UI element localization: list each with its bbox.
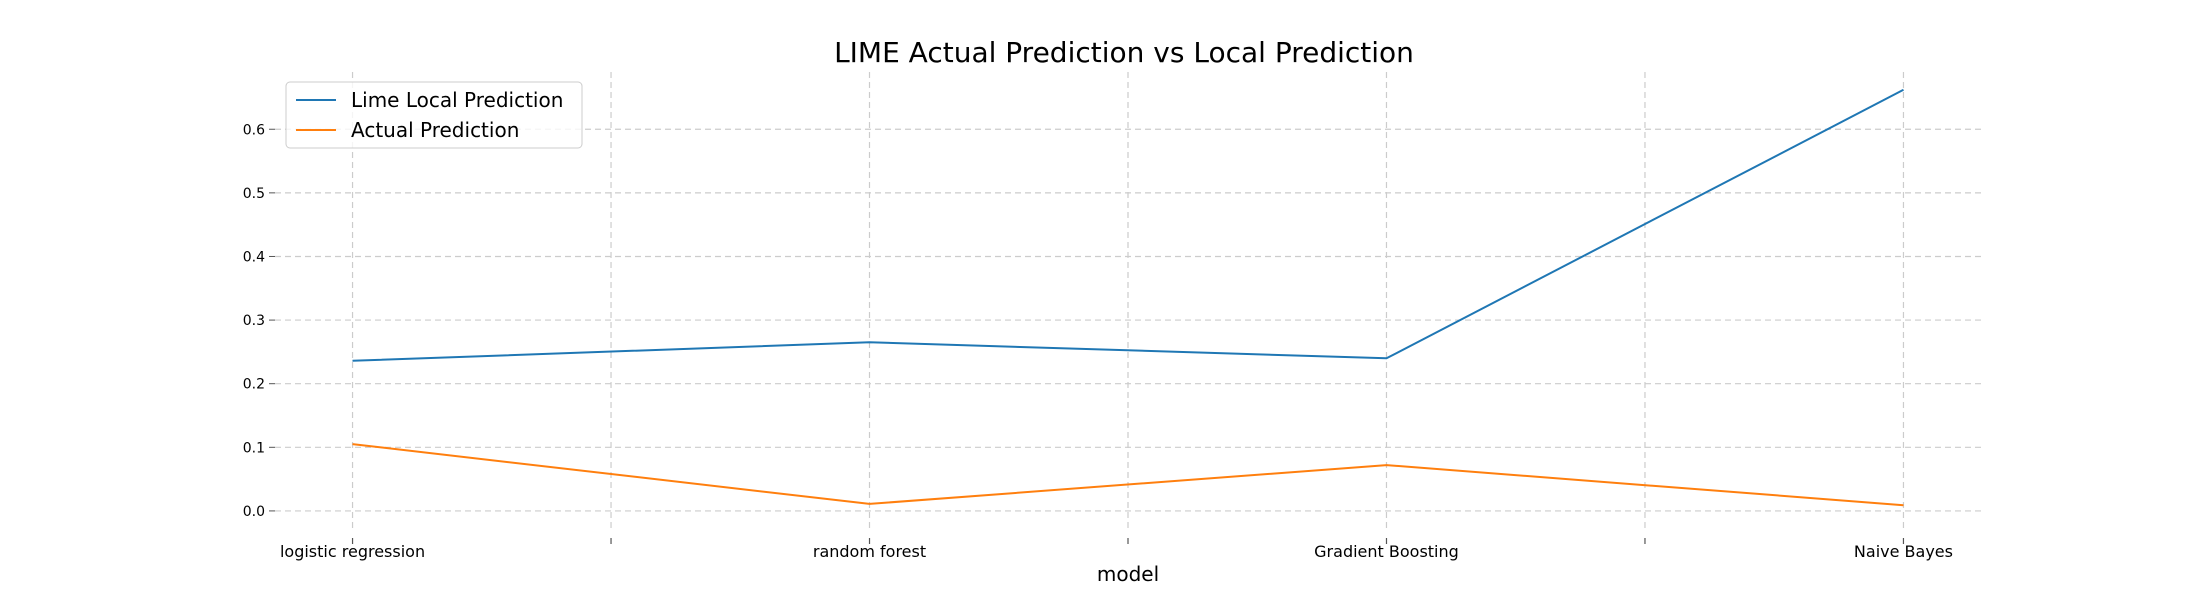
legend-frame bbox=[285, 81, 583, 149]
series-lines bbox=[352, 88, 1904, 507]
series-line-actual-prediction bbox=[352, 443, 1904, 507]
series-line-lime-local-prediction bbox=[352, 88, 1904, 362]
chart-title: LIME Actual Prediction vs Local Predicti… bbox=[834, 36, 1414, 69]
x-tick-label: logistic regression bbox=[280, 542, 425, 561]
y-tick-label: 0.3 bbox=[243, 313, 265, 329]
y-tick-label: 0.0 bbox=[243, 504, 265, 520]
y-axis-ticks: 0.0 0.1 0.2 0.3 0.4 0.5 0.6 bbox=[243, 122, 275, 520]
y-tick-label: 0.2 bbox=[243, 377, 265, 393]
x-axis-ticks: logistic regression random forest Gradient… bbox=[280, 538, 1953, 561]
x-tick-label: Gradient Boosting bbox=[1314, 542, 1459, 561]
x-tick-label: Naive Bayes bbox=[1854, 542, 1953, 561]
y-tick-label: 0.6 bbox=[243, 122, 265, 138]
legend-label-actual-prediction: Actual Prediction bbox=[351, 118, 519, 142]
x-tick-label: random forest bbox=[813, 542, 926, 561]
x-axis-label: model bbox=[1097, 562, 1159, 586]
y-tick-label: 0.5 bbox=[243, 186, 265, 202]
y-tick-label: 0.1 bbox=[243, 440, 265, 456]
legend: Lime Local Prediction Actual Prediction bbox=[285, 81, 583, 149]
legend-label-lime-local-prediction: Lime Local Prediction bbox=[351, 88, 563, 112]
y-tick-label: 0.4 bbox=[243, 249, 265, 265]
